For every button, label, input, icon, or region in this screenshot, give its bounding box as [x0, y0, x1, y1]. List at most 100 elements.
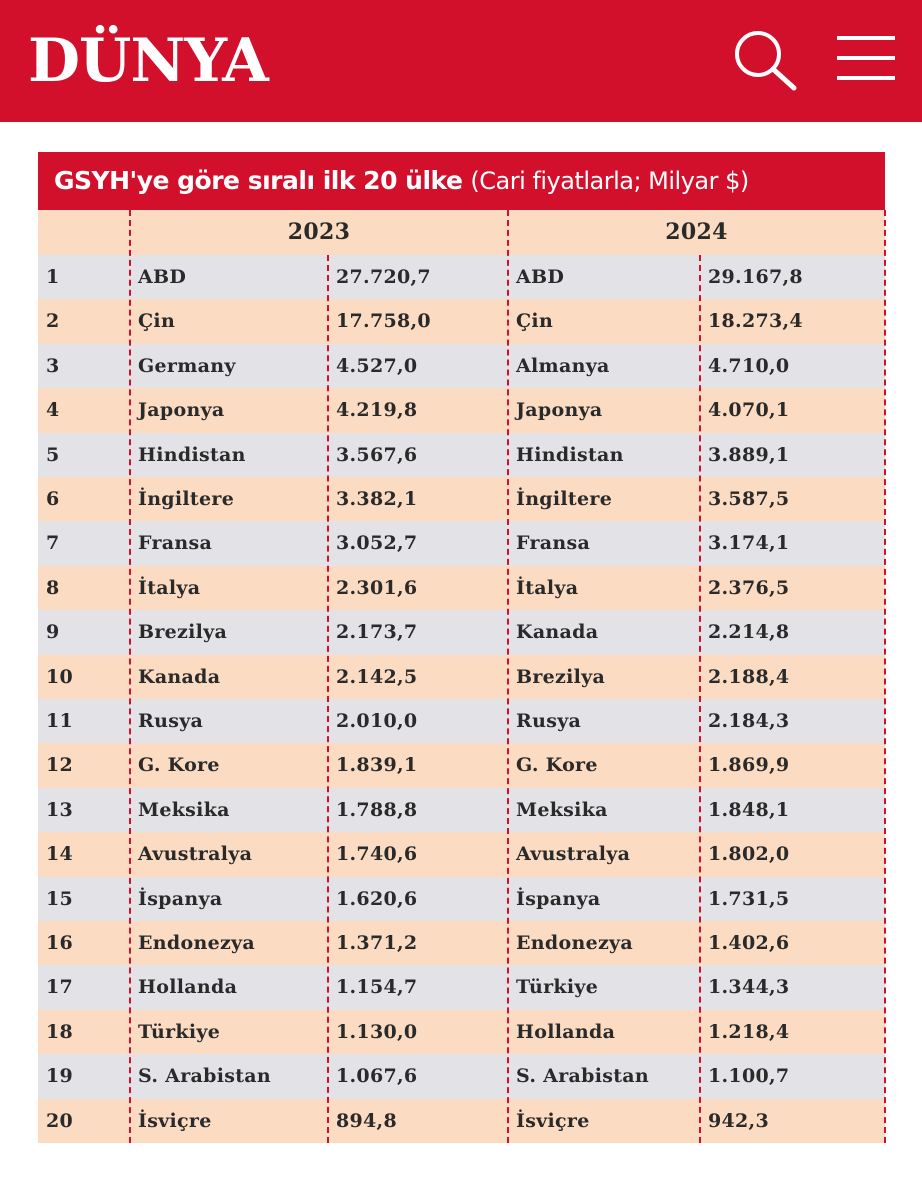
year-label: 2023: [287, 219, 351, 245]
rank: 12: [46, 754, 74, 777]
gdp-2023: 17.758,0: [336, 310, 431, 333]
country-2024: Kanada: [516, 621, 599, 644]
gdp-2024: 4.070,1: [708, 399, 790, 422]
gdp-2023: 4.527,0: [336, 354, 418, 377]
gdp-2024: 1.218,4: [708, 1020, 790, 1043]
country-2024: İspanya: [516, 887, 601, 910]
site-header: DÜNYA: [0, 0, 922, 122]
country-2023: S. Arabistan: [138, 1065, 272, 1088]
country-2023: Brezilya: [138, 621, 228, 644]
gdp-2024: 942,3: [708, 1109, 769, 1132]
rank: 16: [46, 932, 74, 954]
table-row: [38, 699, 885, 744]
table-title: GSYH'ye göre sıralı ilk 20 ülke: [54, 166, 463, 195]
rank: 17: [46, 976, 74, 999]
table-row: [38, 432, 885, 477]
gdp-2024: 1.344,3: [708, 976, 790, 999]
rank: 10: [46, 665, 74, 688]
country-2024: Fransa: [516, 532, 591, 555]
gdp-2024: 1.731,5: [708, 887, 790, 910]
gdp-2024: 2.214,8: [708, 621, 790, 644]
country-2024: Meksika: [516, 798, 608, 821]
logo[interactable]: DÜNYA: [28, 26, 269, 96]
gdp-2023: 1.130,0: [336, 1020, 418, 1043]
rank: 1: [46, 266, 60, 288]
column-separator: [507, 210, 509, 1143]
table-row: [38, 1098, 885, 1143]
country-2023: Kanada: [138, 665, 221, 688]
rank: 20: [46, 1109, 74, 1132]
table-row: [38, 299, 885, 344]
country-2024: İngiltere: [516, 488, 613, 510]
rank: 19: [46, 1065, 74, 1088]
gdp-2023: 1.740,6: [336, 843, 418, 866]
country-2024: ABD: [516, 266, 565, 288]
rank: 3: [46, 354, 60, 377]
table-row: [38, 832, 885, 877]
country-2023: ABD: [138, 266, 187, 288]
country-2023: Endonezya: [138, 932, 255, 954]
gdp-2024: 2.188,4: [708, 665, 790, 688]
country-2024: Türkiye: [516, 976, 599, 999]
table-row: [38, 610, 885, 655]
menu-icon[interactable]: [835, 34, 899, 82]
table-subtitle: (Cari fiyatlarla; Milyar $): [470, 167, 749, 195]
rank: 18: [46, 1020, 74, 1043]
gdp-2023: 3.382,1: [336, 488, 418, 510]
gdp-2024: 18.273,4: [708, 310, 803, 333]
year-header-row: [38, 210, 885, 255]
column-separator: [327, 255, 329, 1143]
country-2024: Hindistan: [516, 443, 624, 466]
country-2024: Endonezya: [516, 932, 633, 954]
country-2023: İspanya: [138, 887, 223, 910]
rank: 11: [46, 710, 74, 732]
rank: 14: [46, 843, 74, 866]
country-2023: Türkiye: [138, 1020, 221, 1043]
gdp-2023: 4.219,8: [336, 399, 418, 422]
country-2023: G. Kore: [138, 754, 220, 777]
gdp-2023: 1.371,2: [336, 932, 418, 954]
country-2024: İsviçre: [516, 1109, 590, 1132]
gdp-2023: 27.720,7: [336, 266, 431, 288]
gdp-2023: 2.301,6: [336, 576, 418, 599]
gdp-2024: 2.376,5: [708, 576, 790, 599]
rank: 8: [46, 576, 60, 599]
table-row: [38, 654, 885, 699]
country-2023: Çin: [138, 310, 176, 333]
country-2024: İtalya: [516, 576, 579, 599]
gdp-2023: 2.173,7: [336, 621, 418, 644]
table-row: [38, 921, 885, 966]
gdp-2024: 3.889,1: [708, 443, 790, 466]
table-row: [38, 787, 885, 833]
country-2024: Çin: [516, 310, 554, 333]
gdp-2024: 3.587,5: [708, 488, 790, 510]
gdp-2023: 894,8: [336, 1109, 397, 1132]
table-row: [38, 876, 885, 921]
gdp-2023: 1.067,6: [336, 1065, 418, 1088]
rank: 9: [46, 621, 60, 644]
rank: 7: [46, 532, 60, 555]
rank: 13: [46, 798, 74, 821]
table-row: [38, 565, 885, 611]
table-row: [38, 965, 885, 1010]
country-2023: Meksika: [138, 798, 230, 821]
column-separator: [699, 255, 701, 1143]
table-row: [38, 1054, 885, 1099]
country-2023: Germany: [138, 354, 236, 377]
country-2024: Avustralya: [516, 843, 631, 866]
gdp-2024: 1.869,9: [708, 754, 790, 777]
gdp-2023: 1.154,7: [336, 976, 418, 999]
country-2023: Japonya: [138, 399, 225, 422]
country-2023: İngiltere: [138, 488, 235, 510]
country-2024: Rusya: [516, 710, 582, 732]
rank: 2: [46, 310, 60, 333]
country-2024: Almanya: [516, 354, 610, 377]
search-icon[interactable]: [730, 26, 800, 92]
table-row: [38, 521, 885, 566]
country-2023: İtalya: [138, 576, 201, 599]
gdp-2023: 2.142,5: [336, 665, 418, 688]
gdp-2024: 1.848,1: [708, 798, 790, 821]
table-row: [38, 477, 885, 522]
gdp-2023: 3.052,7: [336, 532, 418, 555]
